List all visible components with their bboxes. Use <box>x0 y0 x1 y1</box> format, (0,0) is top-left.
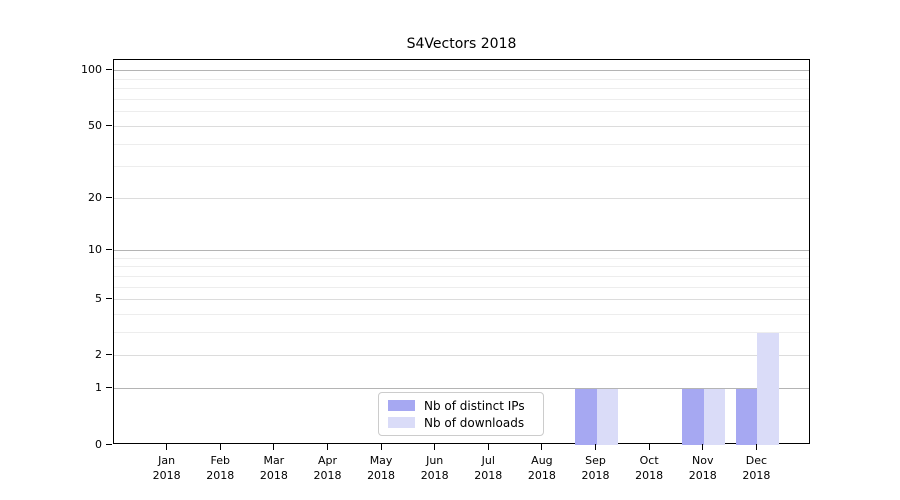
chart-title: S4Vectors 2018 <box>406 36 517 52</box>
x-axis-tick-label: Jun 2018 <box>420 454 449 482</box>
x-axis-tick-label: Jan 2018 <box>152 454 181 482</box>
y-axis-tick-label: 1 <box>95 381 102 395</box>
grid-line <box>114 355 809 357</box>
y-axis-tick-label: 5 <box>95 292 102 306</box>
x-axis-tick-label: Oct 2018 <box>635 454 664 482</box>
x-axis-tick <box>595 444 597 450</box>
x-axis-tick <box>541 444 543 450</box>
legend-label: Nb of downloads <box>424 415 525 430</box>
y-axis-tick-label: 0 <box>95 437 102 451</box>
x-axis-tick-label: Sep 2018 <box>581 454 610 482</box>
y-axis-tick <box>106 443 112 445</box>
grid-line <box>114 143 809 145</box>
x-axis-tick <box>166 444 168 450</box>
x-axis-tick <box>380 444 382 450</box>
grid-line <box>114 78 809 80</box>
x-axis-tick <box>648 444 650 450</box>
x-axis-tick-label: May 2018 <box>367 454 396 482</box>
grid-line <box>114 166 809 168</box>
grid-line <box>114 314 809 316</box>
y-axis-tick <box>106 124 112 126</box>
legend-swatch-distinct-ips <box>388 400 415 411</box>
x-axis-tick <box>702 444 704 450</box>
grid-line <box>114 111 809 113</box>
x-axis-tick-label: Nov 2018 <box>688 454 717 482</box>
y-axis-tick <box>106 298 112 300</box>
grid-line <box>114 125 809 127</box>
x-axis-tick <box>326 444 328 450</box>
plot-area <box>113 59 810 445</box>
y-axis-tick <box>106 354 112 356</box>
y-axis-tick <box>106 387 112 389</box>
x-axis-tick-label: Mar 2018 <box>259 454 288 482</box>
y-axis-tick-label: 20 <box>88 190 102 204</box>
grid-line <box>114 99 809 100</box>
x-axis-tick-label: Aug 2018 <box>527 454 556 482</box>
x-axis-tick <box>755 444 757 450</box>
bar-sep-distinct-ips <box>575 388 597 445</box>
grid-line <box>114 266 809 268</box>
x-axis-tick <box>273 444 275 450</box>
grid-line <box>114 332 809 334</box>
legend-item: Nb of distinct IPs <box>388 399 534 413</box>
grid-line <box>114 250 809 252</box>
bar-dec-downloads <box>757 332 779 445</box>
x-axis-tick-label: Jul 2018 <box>474 454 503 482</box>
y-axis-tick <box>106 196 112 198</box>
bar-sep-downloads <box>596 388 619 445</box>
grid-line <box>114 299 809 301</box>
y-axis-tick <box>106 249 112 251</box>
y-axis-tick <box>106 69 112 71</box>
x-axis-tick-label: Apr 2018 <box>313 454 342 482</box>
y-axis-tick-label: 50 <box>88 118 102 132</box>
legend-swatch-downloads <box>388 417 415 428</box>
bar-nov-downloads <box>703 388 726 445</box>
y-axis-tick-label: 10 <box>88 243 102 257</box>
grid-line <box>114 286 809 288</box>
y-axis-tick-label: 2 <box>95 348 102 362</box>
y-axis-tick-label: 100 <box>81 63 102 77</box>
bar-dec-distinct-ips <box>735 388 758 445</box>
grid-line <box>114 197 809 199</box>
grid-line <box>114 88 809 90</box>
grid-line <box>114 275 809 277</box>
grid-line <box>114 257 809 259</box>
x-axis-tick <box>434 444 436 450</box>
legend: Nb of distinct IPs Nb of downloads <box>378 392 544 436</box>
x-axis-tick-label: Feb 2018 <box>206 454 235 482</box>
grid-line <box>114 70 809 72</box>
x-axis-tick <box>487 444 489 450</box>
bar-nov-distinct-ips <box>682 388 704 445</box>
grid-line <box>114 388 809 390</box>
x-axis-tick-label: Dec 2018 <box>742 454 771 482</box>
x-axis-tick <box>219 444 221 450</box>
legend-item: Nb of downloads <box>388 416 534 430</box>
legend-label: Nb of distinct IPs <box>424 398 525 413</box>
